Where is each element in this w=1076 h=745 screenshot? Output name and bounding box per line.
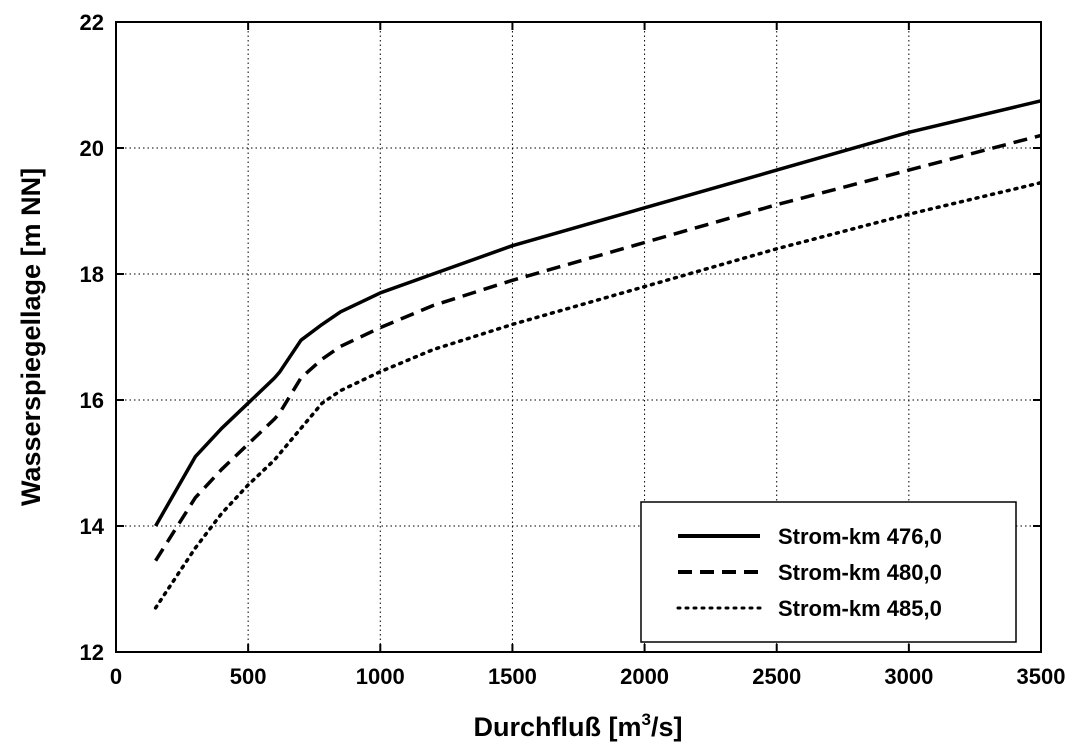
x-tick-label: 2000 xyxy=(620,664,669,689)
x-tick-label: 1000 xyxy=(356,664,405,689)
y-tick-label: 22 xyxy=(80,10,104,35)
x-axis-title: Durchfluß [m3/s] xyxy=(474,710,683,742)
y-tick-label: 16 xyxy=(80,388,104,413)
y-axis-title: Wasserspiegellage [m NN] xyxy=(16,168,46,506)
x-axis-title-superscript: 3 xyxy=(642,710,651,729)
series-line-3 xyxy=(153,180,1043,610)
y-tick-label: 20 xyxy=(80,136,104,161)
y-tick-label: 14 xyxy=(80,514,105,539)
x-tick-label: 1500 xyxy=(488,664,537,689)
x-tick-label: 3000 xyxy=(884,664,933,689)
x-tick-label: 3500 xyxy=(1017,664,1066,689)
plot-frame xyxy=(115,21,1042,653)
series-line-2 xyxy=(154,133,1042,562)
legend-label-3: Strom-km 485,0 xyxy=(778,596,942,621)
series-line-1 xyxy=(154,99,1042,527)
x-axis-title-tail: /s] xyxy=(651,712,683,742)
legend-label-2: Strom-km 480,0 xyxy=(778,560,942,585)
y-tick-labels: 12 14 16 18 20 22 xyxy=(80,10,105,665)
legend-label-1: Strom-km 476,0 xyxy=(778,524,942,549)
y-tick-label: 18 xyxy=(80,262,104,287)
y-tick-label: 12 xyxy=(80,640,104,665)
legend: Strom-km 476,0 Strom-km 480,0 Strom-km 485… xyxy=(640,501,1017,643)
x-tick-labels: 0 500 1000 1500 2000 2500 3000 3500 xyxy=(110,664,1066,689)
x-axis-title-main: Durchfluß [m xyxy=(474,712,642,742)
x-tick-label: 500 xyxy=(230,664,267,689)
x-tick-label: 2500 xyxy=(752,664,801,689)
x-tick-label: 0 xyxy=(110,664,122,689)
axis-ticks xyxy=(115,21,1042,653)
series-lines xyxy=(153,99,1043,610)
